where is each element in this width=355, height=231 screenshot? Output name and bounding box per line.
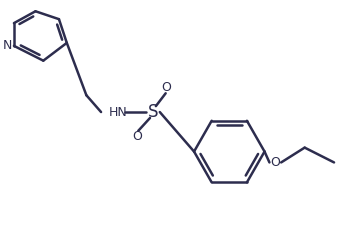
Text: S: S (148, 103, 158, 121)
Text: O: O (132, 130, 142, 143)
Text: HN: HN (109, 106, 128, 119)
Text: N: N (2, 39, 12, 52)
Text: O: O (162, 81, 171, 94)
Text: O: O (271, 156, 280, 169)
